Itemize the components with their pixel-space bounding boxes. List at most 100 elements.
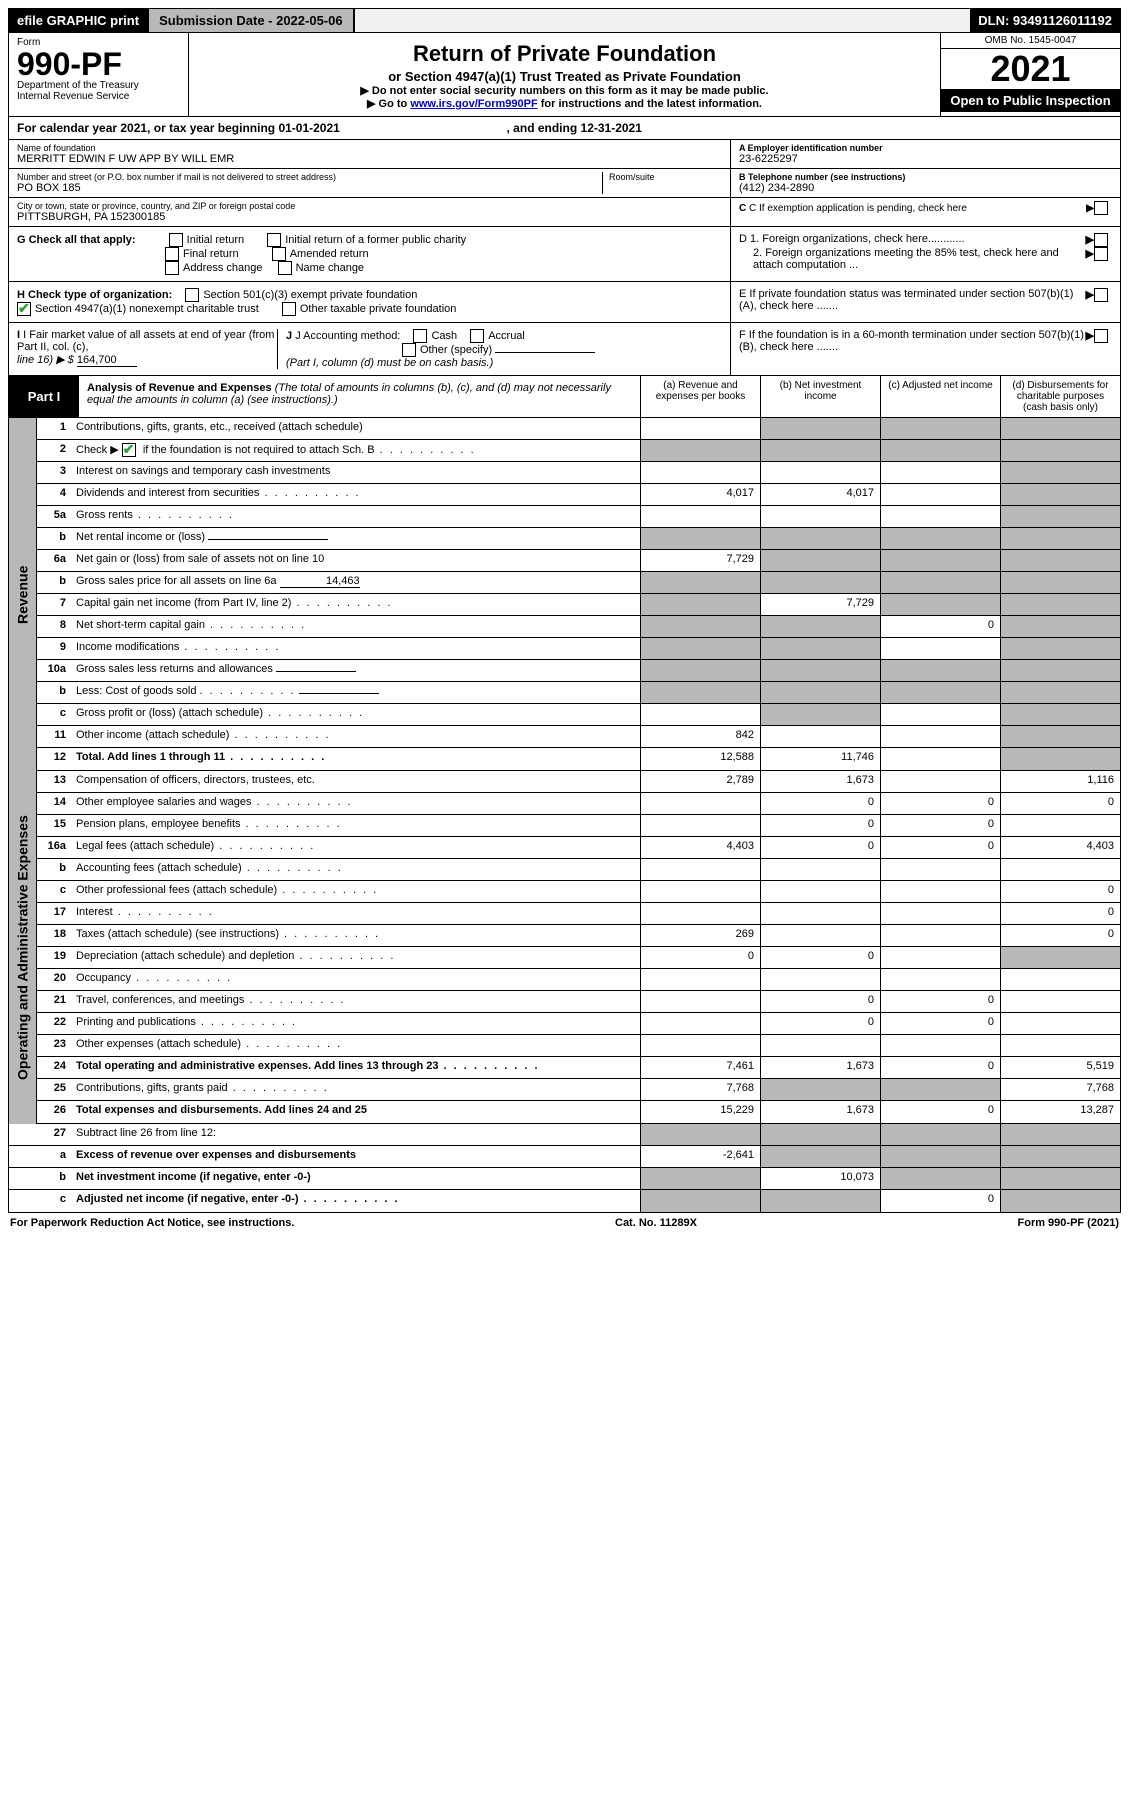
checkbox-final-return[interactable]: [165, 247, 179, 261]
tel-value: (412) 234-2890: [739, 182, 1112, 194]
form-subtitle: or Section 4947(a)(1) Trust Treated as P…: [199, 69, 930, 84]
row-15: Pension plans, employee benefits: [72, 815, 640, 836]
row-3: Interest on savings and temporary cash i…: [72, 462, 640, 483]
form-number: 990-PF: [17, 48, 180, 80]
row-9: Income modifications: [72, 638, 640, 659]
expenses-side-label: Operating and Administrative Expenses: [8, 771, 36, 1124]
checkbox-d1[interactable]: [1094, 233, 1108, 247]
row-11: Other income (attach schedule): [72, 726, 640, 747]
part1-title: Analysis of Revenue and Expenses: [87, 382, 272, 394]
checkbox-amended-return[interactable]: [272, 247, 286, 261]
row-20: Occupancy: [72, 969, 640, 990]
checkbox-c[interactable]: [1094, 201, 1108, 215]
row-7: Capital gain net income (from Part IV, l…: [72, 594, 640, 615]
i-value: 164,700: [77, 354, 137, 367]
submission-date: Submission Date - 2022-05-06: [147, 9, 355, 32]
checkbox-accrual[interactable]: [470, 329, 484, 343]
row-10b: Less: Cost of goods sold: [72, 682, 640, 703]
row-16a: Legal fees (attach schedule): [72, 837, 640, 858]
checkbox-d2[interactable]: [1094, 247, 1108, 261]
row-22: Printing and publications: [72, 1013, 640, 1034]
j-note: (Part I, column (d) must be on cash basi…: [286, 357, 493, 369]
row-16c: Other professional fees (attach schedule…: [72, 881, 640, 902]
part1-header: Part I Analysis of Revenue and Expenses …: [8, 376, 1121, 418]
calendar-year-row: For calendar year 2021, or tax year begi…: [8, 117, 1121, 140]
foundation-name: MERRITT EDWIN F UW APP BY WILL EMR: [17, 153, 722, 165]
row-26: Total expenses and disbursements. Add li…: [72, 1101, 640, 1123]
efile-label[interactable]: efile GRAPHIC print: [9, 9, 147, 32]
footer-left: For Paperwork Reduction Act Notice, see …: [10, 1217, 294, 1229]
j-label: J Accounting method:: [295, 330, 400, 342]
row-27b: Net investment income (if negative, ente…: [72, 1168, 640, 1189]
open-public-badge: Open to Public Inspection: [941, 89, 1120, 112]
checkbox-cash[interactable]: [413, 329, 427, 343]
row-1: Contributions, gifts, grants, etc., rece…: [72, 418, 640, 439]
row-23: Other expenses (attach schedule): [72, 1035, 640, 1056]
omb-number: OMB No. 1545-0047: [941, 33, 1120, 49]
form-title: Return of Private Foundation: [199, 41, 930, 67]
checkbox-e[interactable]: [1094, 288, 1108, 302]
row-17: Interest: [72, 903, 640, 924]
page-footer: For Paperwork Reduction Act Notice, see …: [8, 1213, 1121, 1233]
h-e-row: H Check type of organization: Section 50…: [8, 282, 1121, 323]
i-j-f-row: I I Fair market value of all assets at e…: [8, 323, 1121, 376]
row-6b: Gross sales price for all assets on line…: [72, 572, 640, 593]
revenue-side-label: Revenue: [8, 418, 36, 771]
footer-mid: Cat. No. 11289X: [615, 1217, 697, 1229]
tax-year: 2021: [941, 49, 1120, 89]
checkbox-other-taxable[interactable]: [282, 302, 296, 316]
row-12: Total. Add lines 1 through 11: [72, 748, 640, 770]
h-label: H Check type of organization:: [17, 289, 172, 301]
checkbox-initial-return[interactable]: [169, 233, 183, 247]
row-10c: Gross profit or (loss) (attach schedule): [72, 704, 640, 725]
addr-label: Number and street (or P.O. box number if…: [17, 172, 602, 182]
name-label: Name of foundation: [17, 143, 722, 153]
row-27c: Adjusted net income (if negative, enter …: [72, 1190, 640, 1212]
note-ssn: ▶ Do not enter social security numbers o…: [199, 84, 930, 97]
g-label: G Check all that apply:: [17, 234, 136, 246]
part1-label: Part I: [9, 376, 79, 417]
i-label: I Fair market value of all assets at end…: [17, 329, 274, 353]
checkbox-address-change[interactable]: [165, 261, 179, 275]
row-5b: Net rental income or (loss): [72, 528, 640, 549]
row-14: Other employee salaries and wages: [72, 793, 640, 814]
ein-label: A Employer identification number: [739, 143, 1112, 153]
col-a-header: (a) Revenue and expenses per books: [640, 376, 760, 417]
note-goto: ▶ Go to www.irs.gov/Form990PF for instru…: [199, 97, 930, 110]
checkbox-501c3[interactable]: [185, 288, 199, 302]
row-24: Total operating and administrative expen…: [72, 1057, 640, 1078]
col-d-header: (d) Disbursements for charitable purpose…: [1000, 376, 1120, 417]
ein-value: 23-6225297: [739, 153, 1112, 165]
room-label: Room/suite: [609, 172, 722, 182]
row-8: Net short-term capital gain: [72, 616, 640, 637]
irs-label: Internal Revenue Service: [17, 91, 180, 102]
e-label: E If private foundation status was termi…: [739, 288, 1086, 316]
arrow-icon: ▶: [1086, 203, 1094, 214]
row-2: Check ▶ if the foundation is not require…: [72, 440, 640, 461]
row-27: Subtract line 26 from line 12:: [72, 1124, 640, 1145]
row-5a: Gross rents: [72, 506, 640, 527]
c-label: C If exemption application is pending, c…: [749, 203, 967, 214]
checkbox-other-method[interactable]: [402, 343, 416, 357]
city-state-zip: PITTSBURGH, PA 152300185: [17, 211, 722, 223]
d2-label: 2. Foreign organizations meeting the 85%…: [739, 247, 1086, 271]
checkbox-initial-former[interactable]: [267, 233, 281, 247]
row-19: Depreciation (attach schedule) and deple…: [72, 947, 640, 968]
checkbox-schb[interactable]: [122, 443, 136, 457]
row-18: Taxes (attach schedule) (see instruction…: [72, 925, 640, 946]
line-27-block: 27Subtract line 26 from line 12: aExcess…: [8, 1124, 1121, 1213]
f-label: F If the foundation is in a 60-month ter…: [739, 329, 1086, 369]
checkbox-name-change[interactable]: [278, 261, 292, 275]
revenue-section: Revenue 1Contributions, gifts, grants, e…: [8, 418, 1121, 771]
footer-right: Form 990-PF (2021): [1018, 1217, 1119, 1229]
checkbox-f[interactable]: [1094, 329, 1108, 343]
address: PO BOX 185: [17, 182, 602, 194]
row-13: Compensation of officers, directors, tru…: [72, 771, 640, 792]
row-21: Travel, conferences, and meetings: [72, 991, 640, 1012]
irs-link[interactable]: www.irs.gov/Form990PF: [410, 98, 537, 110]
tel-label: B Telephone number (see instructions): [739, 172, 1112, 182]
checkbox-4947a1[interactable]: [17, 302, 31, 316]
city-label: City or town, state or province, country…: [17, 201, 722, 211]
expenses-section: Operating and Administrative Expenses 13…: [8, 771, 1121, 1124]
dln-label: DLN: 93491126011192: [970, 9, 1120, 32]
